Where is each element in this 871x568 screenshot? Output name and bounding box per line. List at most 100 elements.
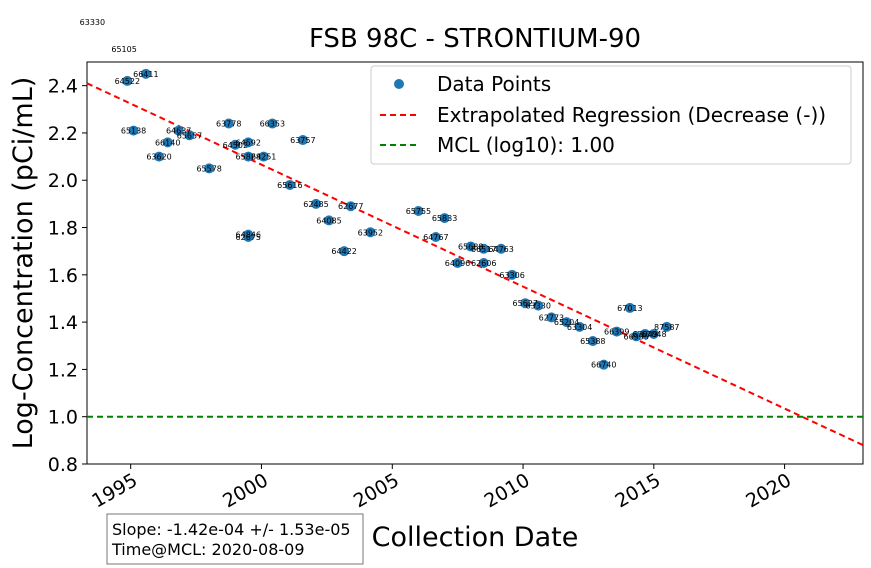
stats-time-at-mcl: Time@MCL: 2020-08-09	[111, 540, 305, 559]
data-point	[546, 312, 557, 323]
y-tick-label: 2.4	[48, 76, 78, 98]
data-point-label: 66517	[471, 245, 496, 254]
y-tick-label: 2.2	[48, 123, 78, 145]
data-point-label: 66353	[260, 119, 285, 128]
y-tick-label: 0.8	[48, 454, 78, 476]
data-point	[452, 258, 463, 268]
legend-entry-mcl: MCL (log10): 1.00	[437, 133, 615, 157]
data-point-label: 64502	[223, 141, 248, 150]
data-point-label: 64096	[445, 259, 470, 268]
plot-frame	[86, 61, 864, 465]
data-point-label: 65138	[121, 127, 146, 136]
data-point-label: 64251	[251, 153, 276, 162]
y-tick-label: 1.2	[48, 359, 78, 381]
data-point	[574, 321, 585, 332]
regression-line	[86, 82, 864, 446]
data-point	[258, 151, 269, 162]
data-point	[128, 125, 139, 136]
data-point	[230, 139, 241, 150]
x-tick-label: 2015	[611, 469, 664, 512]
y-tick-label: 2.0	[48, 170, 78, 192]
data-point	[365, 227, 376, 238]
y-tick-label: 1.0	[48, 407, 78, 429]
data-point-label: 65833	[432, 214, 457, 223]
data-point	[243, 231, 254, 242]
data-point-label: 62773	[539, 313, 564, 322]
data-point-label: 65828	[236, 153, 261, 162]
legend-marker-points	[394, 79, 404, 89]
data-point	[533, 300, 544, 311]
x-tick-label: 2010	[481, 469, 534, 512]
stats-slope: Slope: -1.42e-04 +/- 1.53e-05	[112, 520, 351, 539]
data-point	[624, 302, 635, 313]
data-point	[339, 246, 350, 257]
data-point	[184, 130, 195, 141]
data-point-label: 66935	[624, 332, 649, 341]
data-point-label: 65755	[406, 207, 431, 216]
data-point-label: 64846	[236, 231, 261, 240]
data-point-label: 62675	[236, 233, 261, 242]
data-point-label: 64763	[488, 245, 513, 254]
data-point-label: 65388	[580, 337, 605, 346]
data-point	[598, 359, 609, 370]
data-point-label: 63952	[358, 228, 383, 237]
data-point	[465, 241, 476, 252]
data-point-label: 62677	[338, 202, 363, 211]
x-tick-label: 2005	[350, 469, 403, 512]
data-point-label: 63757	[290, 136, 315, 145]
data-point	[284, 179, 295, 190]
data-point-label: 65657	[177, 131, 202, 140]
data-point-label: 67013	[617, 304, 642, 313]
plot-area	[86, 61, 864, 465]
data-point	[507, 269, 518, 280]
data-point	[561, 317, 572, 328]
data-point	[173, 125, 184, 136]
data-point-label: 65578	[196, 164, 221, 173]
y-tick-label: 1.8	[48, 218, 78, 240]
data-point	[520, 298, 531, 309]
data-point	[223, 118, 234, 129]
data-point-label: 65627	[513, 299, 538, 308]
offchart-point-label: 63330	[80, 18, 105, 27]
data-point-label: 65204	[554, 318, 579, 327]
data-point	[162, 137, 173, 148]
offchart-point-label: 65105	[111, 45, 136, 54]
stats-frame	[106, 513, 364, 565]
data-point	[297, 135, 308, 146]
data-point	[323, 215, 334, 226]
legend-box	[370, 65, 852, 165]
x-axis-label: Collection Date	[372, 522, 579, 553]
data-point-label: 63330	[526, 302, 551, 311]
data-point-label: 67048	[641, 330, 666, 339]
data-point-label: 64085	[316, 216, 341, 225]
data-point	[661, 321, 672, 332]
legend-entry-points: Data Points	[437, 72, 551, 96]
data-point-label: 66740	[591, 361, 616, 370]
data-point	[631, 331, 642, 342]
data-point	[640, 328, 651, 339]
y-tick-label: 1.4	[48, 312, 78, 334]
data-point	[122, 75, 133, 86]
data-point	[439, 213, 450, 224]
data-point	[154, 151, 165, 162]
data-point-label: 63778	[216, 119, 241, 128]
x-tick-label: 2000	[219, 469, 272, 512]
data-point-label: 64422	[331, 247, 356, 256]
data-point	[243, 137, 254, 148]
data-point	[611, 326, 622, 337]
data-point	[243, 151, 254, 162]
data-point	[648, 328, 659, 339]
data-point	[413, 205, 424, 216]
y-axis-label: Log-Concentration (pCi/mL)	[8, 77, 39, 450]
data-point-label: 66140	[155, 138, 180, 147]
stats-box: Slope: -1.42e-04 +/- 1.53e-05 Time@MCL: …	[106, 513, 364, 565]
data-point-label: 64637	[166, 127, 191, 136]
data-point-label: 63620	[146, 153, 171, 162]
data-point-label: 63304	[567, 323, 592, 332]
data-point	[478, 258, 489, 268]
data-point-label: 65616	[277, 181, 302, 190]
data-point-label: 64522	[115, 77, 140, 86]
data-point-label: 66399	[604, 328, 629, 337]
